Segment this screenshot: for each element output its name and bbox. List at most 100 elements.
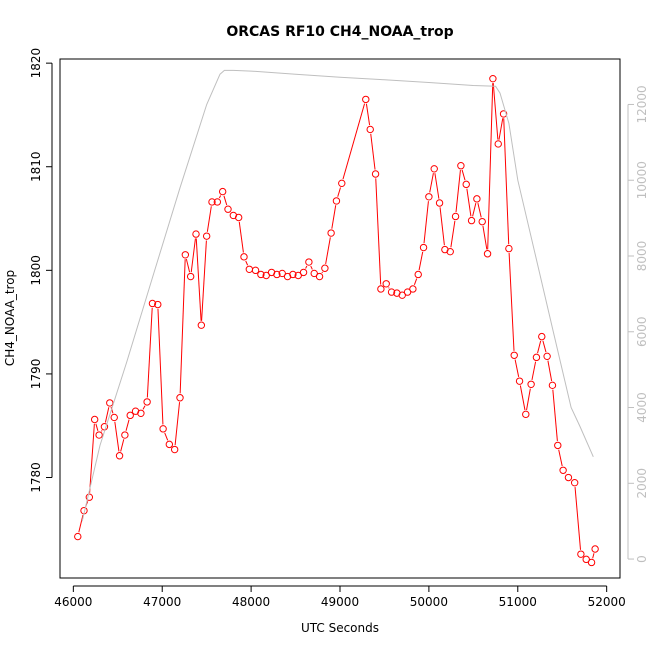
ch4-point (495, 141, 501, 147)
ch4-line-segment (126, 420, 129, 431)
ch4-point (177, 395, 183, 401)
ch4-line-segment (180, 259, 185, 393)
ch4-point (182, 252, 188, 258)
ch4-line-segment (147, 308, 152, 398)
ch4-point (479, 218, 485, 224)
ch4-point (235, 214, 241, 220)
ch4-point (383, 281, 389, 287)
ch4-line-segment (493, 83, 498, 139)
ch4-point (544, 353, 550, 359)
ch4-line-segment (175, 402, 179, 445)
x-tick-label: 46000 (54, 595, 92, 609)
ch4-line-segment (430, 173, 434, 192)
ch4-line-segment (96, 424, 98, 431)
ch4-point (592, 546, 598, 552)
ch4-point (560, 467, 566, 473)
x-tick-label: 50000 (410, 595, 448, 609)
altitude-line (82, 70, 593, 521)
y-axis-label: CH4_NOAA_trop (3, 270, 17, 366)
plot-frame (60, 59, 620, 578)
ch4-line-segment (509, 253, 514, 351)
y-tick-label: 1800 (29, 255, 43, 286)
ch4-point (122, 432, 128, 438)
ch4-line-segment (419, 252, 423, 270)
ch4-point (96, 432, 102, 438)
ch4-point (372, 171, 378, 177)
y-tick-label: 1790 (29, 359, 43, 390)
ch4-point (528, 381, 534, 387)
ch4-line-segment (440, 207, 444, 245)
y-tick-label: 1780 (29, 462, 43, 493)
ch4-line-segment (504, 118, 509, 244)
ch4-line-segment (202, 241, 207, 321)
ch4-point (111, 414, 117, 420)
chart-title: ORCAS RF10 CH4_NOAA_trop (226, 24, 453, 40)
y2-tick-label: 2000 (635, 468, 649, 499)
ch4-point (203, 233, 209, 239)
ch4-line-segment (414, 279, 416, 285)
ch4-point (490, 75, 496, 81)
ch4-point (410, 286, 416, 292)
ch4-line-segment (520, 385, 525, 410)
ch4-point (420, 244, 426, 250)
ch4-point (452, 213, 458, 219)
y2-tick-label: 8000 (635, 241, 649, 272)
ch4-point (511, 352, 517, 358)
ch4-line-segment (559, 450, 562, 466)
ch4-line-segment (456, 170, 460, 212)
y-tick-label: 1820 (29, 48, 43, 79)
ch4-point (555, 442, 561, 448)
x-tick-label: 52000 (588, 595, 626, 609)
y2-tick-label: 10000 (635, 161, 649, 199)
ch4-line-segment (121, 439, 124, 451)
ch4-point (107, 400, 113, 406)
ch4-line-segment (332, 205, 336, 228)
ch4-line-segment (366, 104, 369, 125)
ch4-line-segment (553, 390, 558, 441)
ch4-point (75, 533, 81, 539)
ch4-line-segment (186, 259, 189, 272)
ch4-line-segment (451, 221, 455, 248)
ch4-point (166, 441, 172, 447)
ch4-line-segment (488, 83, 493, 249)
ch4-point (300, 269, 306, 275)
ch4-point (219, 188, 225, 194)
x-tick-label: 51000 (499, 595, 537, 609)
ch4-point (474, 196, 480, 202)
y2-tick-label: 4000 (635, 392, 649, 423)
ch4-line-segment (538, 341, 541, 353)
ch4-line-segment (478, 203, 481, 217)
ch4-line-segment (322, 272, 323, 273)
ch4-point (316, 273, 322, 279)
ch4-line-segment (79, 515, 83, 532)
ch4-line-segment (239, 222, 243, 253)
ch4-point (363, 96, 369, 102)
ch4-point (436, 200, 442, 206)
ch4-point (539, 333, 545, 339)
ch4-point (171, 446, 177, 452)
ch4-point (91, 416, 97, 422)
x-tick-label: 48000 (232, 595, 270, 609)
ch4-line-segment (143, 406, 145, 410)
ch4-point (241, 254, 247, 260)
ch4-line-segment (224, 196, 227, 205)
y2-tick-label: 6000 (635, 316, 649, 347)
ch4-point (549, 382, 555, 388)
x-axis-label: UTC Seconds (301, 621, 379, 635)
ch4-point (187, 273, 193, 279)
ch4-line-segment (515, 360, 519, 377)
ch4-line-segment (389, 287, 390, 288)
ch4-point (378, 286, 384, 292)
ch4-point (533, 354, 539, 360)
x-tick-label: 49000 (321, 595, 359, 609)
ch4-point (367, 126, 373, 132)
ch4-point (415, 271, 421, 277)
ch4-line-segment (527, 389, 531, 410)
ch4-point (565, 474, 571, 480)
ch4-point (431, 166, 437, 172)
ch4-point (198, 322, 204, 328)
